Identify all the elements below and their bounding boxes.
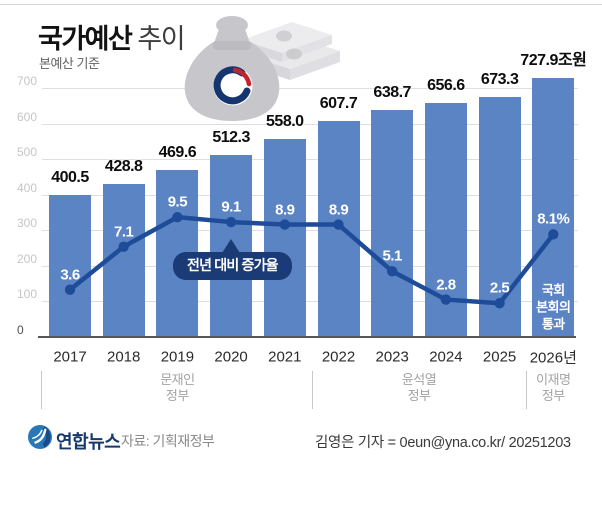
x-axis-label: 2026년	[529, 349, 577, 367]
gridline	[38, 336, 576, 338]
gridline	[42, 265, 578, 267]
growth-value-label: 8.9	[328, 201, 349, 219]
top-divider	[0, 4, 602, 5]
yonhap-logo-icon	[27, 424, 53, 455]
gridline	[42, 159, 578, 161]
footer: 연합뉴스 자료: 기획재정부 김영은 기자 = 0eun@yna.co.kr/ …	[0, 420, 602, 454]
title-sub: 추이	[137, 24, 185, 54]
gridline	[42, 123, 578, 125]
growth-value-label: 9.1	[221, 198, 241, 216]
bar	[371, 109, 414, 337]
bar-value-label: 400.5	[51, 168, 89, 186]
bar	[478, 97, 521, 337]
gridline	[42, 230, 578, 232]
period-divider	[311, 371, 313, 409]
gridline	[42, 88, 578, 89]
line-point	[333, 219, 344, 230]
money-bag-icon	[178, 14, 342, 127]
brand-name: 연합뉴스	[56, 432, 121, 452]
y-axis-tick-label: 600	[17, 109, 38, 124]
line-point	[548, 229, 559, 240]
y-axis-tick-label: 0	[17, 323, 24, 337]
line-point	[494, 298, 505, 309]
growth-value-label: 2.8	[436, 276, 456, 294]
callout-arrow-icon	[222, 239, 240, 253]
line-point	[279, 219, 290, 230]
y-axis-tick-label: 700	[17, 74, 38, 88]
gridline	[42, 194, 578, 196]
growth-value-label: 8.9	[275, 201, 295, 219]
bar-value-label: 727.9조원	[520, 52, 587, 70]
bar	[263, 138, 306, 337]
x-axis-label: 2019	[160, 348, 195, 366]
x-axis-label: 2021	[268, 348, 302, 366]
y-axis-tick-label: 500	[17, 145, 38, 160]
bar-value-label: 428.8	[104, 158, 143, 176]
page-title: 국가예산 추이	[38, 17, 186, 56]
growth-value-label: 7.1	[114, 223, 134, 241]
period-divider	[526, 371, 528, 409]
x-axis-label: 2023	[375, 348, 409, 366]
bar-value-label: 656.6	[427, 77, 465, 95]
y-axis-tick-label: 100	[17, 287, 38, 302]
chart-subtitle: 본예산 기준	[39, 56, 100, 71]
growth-value-label: 5.1	[382, 247, 403, 265]
bar-value-label: 673.3	[480, 71, 519, 89]
y-axis-tick-label: 300	[17, 216, 38, 231]
line-point	[118, 241, 129, 252]
line-point	[440, 294, 452, 305]
growth-callout: 전년 대비 증가율	[173, 239, 292, 280]
growth-value-label: 3.6	[60, 266, 80, 284]
government-emblem-icon	[213, 66, 253, 106]
gridline	[42, 301, 578, 303]
period-label: 이재명 정부	[536, 372, 571, 403]
line-point	[64, 284, 76, 295]
x-axis-label: 2025	[482, 348, 517, 366]
data-source: 자료: 기획재정부	[121, 433, 215, 449]
bar-value-label: 512.3	[212, 128, 250, 146]
period-label: 윤석열 정부	[401, 372, 437, 403]
bar-value-label: 558.0	[266, 112, 304, 130]
period-label: 문재인 정부	[160, 372, 195, 403]
reporter-credit: 김영은 기자 = 0eun@yna.co.kr/ 20251203	[315, 435, 571, 451]
growth-value-label: 9.5	[167, 193, 188, 211]
bar-value-label: 469.6	[158, 143, 197, 161]
x-axis-label: 2020	[214, 348, 248, 366]
line-point	[225, 216, 237, 228]
growth-value-label: 8.1%	[537, 210, 570, 228]
line-point	[387, 266, 398, 277]
growth-callout-label: 전년 대비 증가율	[187, 257, 279, 273]
bar-value-label: 607.7	[319, 94, 358, 112]
y-axis-tick-label: 400	[17, 180, 38, 195]
title-main: 국가예산	[38, 24, 133, 54]
y-axis-tick-label: 200	[17, 251, 38, 266]
bar	[532, 78, 575, 337]
growth-value-label: 2.5	[489, 279, 510, 297]
assembly-note: 국회 본회의 통과	[536, 282, 571, 332]
bar	[49, 194, 91, 337]
period-divider	[40, 371, 42, 409]
line-point	[172, 211, 183, 223]
x-axis-label: 2022	[321, 348, 356, 366]
bag-shape	[184, 16, 280, 121]
x-axis-label: 2018	[107, 348, 141, 366]
x-axis-label: 2017	[53, 348, 87, 366]
x-axis-label: 2024	[429, 348, 463, 366]
bar-value-label: 638.7	[373, 83, 411, 101]
